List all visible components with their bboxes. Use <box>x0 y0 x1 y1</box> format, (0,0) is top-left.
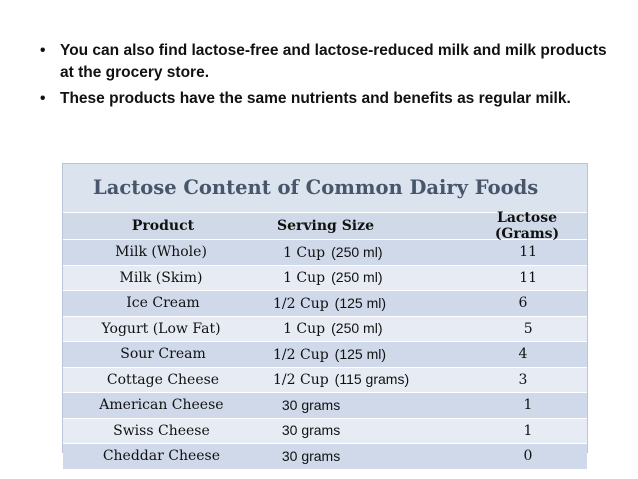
cell-lactose: 4 <box>518 346 528 363</box>
table-row: Yogurt (Low Fat) 1 Cup (250 ml) 5 <box>63 315 587 341</box>
serving-metric: (250 ml) <box>331 269 383 286</box>
lactose-table: Product Serving Size Lactose (Grams) Mil… <box>63 210 587 469</box>
bullet-item: • These products have the same nutrients… <box>40 88 610 110</box>
lactose-table-image: Lactose Content of Common Dairy Foods Pr… <box>62 163 588 469</box>
cell-serving-size: 1 Cup (250 ml) <box>259 320 469 337</box>
cell-product: Milk (Skim) <box>119 269 203 286</box>
table-row: Milk (Whole) 1 Cup (250 ml) 11 <box>63 239 587 265</box>
serving-amount: 1 Cup <box>283 321 326 338</box>
table-body: Milk (Whole) 1 Cup (250 ml) 11 Milk (Skim) 1 … <box>63 239 587 469</box>
bullet-text: You can also find lactose-free and lacto… <box>60 42 607 81</box>
cell-lactose: 5 <box>523 320 533 337</box>
serving-metric: (125 ml) <box>334 345 387 362</box>
cell-product: Sour Cream <box>120 346 206 363</box>
table-row: American Cheese 30 grams 1 <box>63 392 587 418</box>
serving-amount: 1 Cup <box>283 270 326 287</box>
table-row: Swiss Cheese 30 grams 1 <box>63 417 587 443</box>
table-row: Ice Cream 1/2 Cup (125 ml) 6 <box>63 290 587 316</box>
header-lactose: Lactose (Grams) <box>494 210 560 242</box>
cell-product: American Cheese <box>99 397 224 414</box>
table-row: Milk (Skim) 1 Cup (250 ml) 11 <box>63 264 587 290</box>
serving-amount: 1 Cup <box>283 244 326 261</box>
serving-amount: 30 grams <box>281 396 341 413</box>
cell-lactose: 11 <box>519 244 538 261</box>
cell-lactose: 1 <box>523 397 533 414</box>
serving-amount: 1/2 Cup <box>273 346 329 363</box>
bullet-text: These products have the same nutrients a… <box>60 90 571 107</box>
serving-metric: (115 grams) <box>334 371 410 388</box>
header-product: Product <box>131 218 195 234</box>
cell-serving-size: 30 grams <box>260 397 469 414</box>
cell-serving-size: 1 Cup (250 ml) <box>259 269 469 286</box>
serving-amount: 1/2 Cup <box>273 295 329 312</box>
cell-lactose: 3 <box>518 371 528 388</box>
cell-lactose: 1 <box>523 422 533 439</box>
header-serving-size: Serving Size <box>277 218 374 234</box>
cell-lactose: 0 <box>523 448 533 465</box>
cell-serving-size: 1/2 Cup (115 grams) <box>263 371 463 388</box>
bullet-dot: • <box>40 90 46 107</box>
serving-metric: (250 ml) <box>331 243 383 260</box>
cell-serving-size: 1/2 Cup (125 ml) <box>263 295 463 312</box>
bullet-dot: • <box>40 42 46 59</box>
cell-serving-size: 30 grams <box>260 448 469 465</box>
serving-amount: 30 grams <box>281 422 341 439</box>
table-row: Cheddar Cheese 30 grams 0 <box>63 443 587 469</box>
cell-product: Cheddar Cheese <box>102 448 221 465</box>
cell-lactose: 11 <box>519 269 538 286</box>
cell-product: Yogurt (Low Fat) <box>101 320 221 337</box>
bullet-item: • You can also find lactose-free and lac… <box>40 40 610 84</box>
serving-metric: (125 ml) <box>334 294 387 311</box>
serving-metric: (250 ml) <box>331 320 383 337</box>
cell-product: Cottage Cheese <box>106 371 220 388</box>
serving-amount: 30 grams <box>281 447 341 464</box>
table-header-row: Product Serving Size Lactose (Grams) <box>63 210 587 242</box>
cell-serving-size: 1/2 Cup (125 ml) <box>263 346 463 363</box>
cell-serving-size: 30 grams <box>260 422 469 439</box>
bullet-list: • You can also find lactose-free and lac… <box>40 40 610 114</box>
cell-product: Ice Cream <box>126 295 200 312</box>
serving-amount: 1/2 Cup <box>273 372 329 389</box>
cell-lactose: 6 <box>518 295 528 312</box>
cell-product: Swiss Cheese <box>113 422 210 439</box>
cell-serving-size: 1 Cup (250 ml) <box>259 244 469 261</box>
table-row: Cottage Cheese 1/2 Cup (115 grams) 3 <box>63 366 587 392</box>
table-row: Sour Cream 1/2 Cup (125 ml) 4 <box>63 341 587 367</box>
cell-product: Milk (Whole) <box>115 244 207 261</box>
table-title: Lactose Content of Common Dairy Foods <box>63 164 587 212</box>
